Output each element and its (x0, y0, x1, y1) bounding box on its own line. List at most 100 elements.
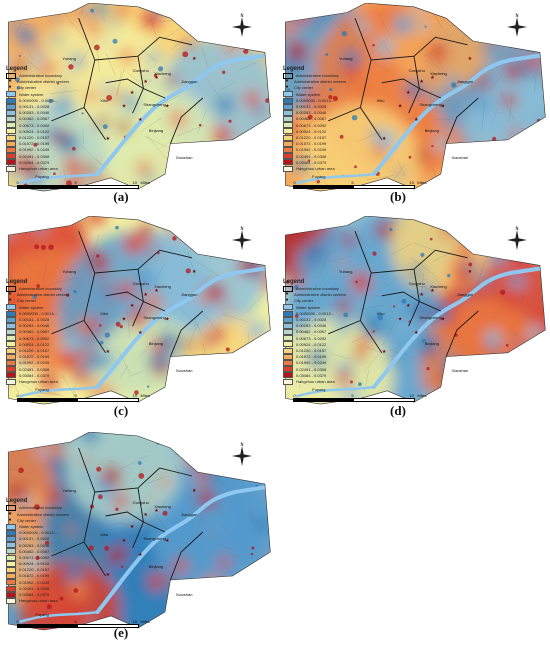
hotspot-core (429, 237, 433, 241)
legend-class-row: 0.00131 - 0.0028 (283, 316, 365, 323)
hotspot-core (372, 43, 375, 47)
place-label: Gongshu (132, 67, 149, 73)
density-hotspot (190, 374, 206, 390)
legend-class-label: 0.00673 - 0.0092 (19, 335, 50, 341)
legend-class-row: 0.01572 - 0.0199 (6, 353, 88, 360)
legend-class-swatch (283, 97, 293, 104)
panel-caption: (d) (390, 403, 406, 418)
road-segment (49, 90, 79, 94)
road-segment (20, 525, 38, 532)
hotspot-core (421, 338, 426, 343)
legend-class-swatch (283, 335, 293, 342)
scale-bar-label: Miles (140, 619, 150, 624)
hotspot-core (134, 390, 139, 395)
scale-bar-segment (16, 185, 79, 189)
district-center-star: ★ (192, 488, 197, 494)
hotspot-core (206, 394, 211, 399)
road-segment (429, 90, 432, 118)
density-hotspot (416, 150, 428, 162)
hotspot-core (236, 432, 242, 435)
hotspot-core (372, 251, 377, 256)
hotspot-core (40, 244, 47, 250)
density-hotspot (216, 96, 234, 114)
density-hotspot (69, 53, 85, 69)
density-hotspot (263, 581, 271, 588)
road-segment (436, 56, 449, 77)
road-segment (462, 13, 475, 41)
road-segment (53, 515, 78, 531)
hotspot-core (35, 555, 40, 560)
road-segment (302, 153, 312, 163)
legend-class-swatch (283, 128, 293, 135)
road-segment (332, 255, 352, 262)
qiantang-river (95, 52, 271, 176)
legend-class-row: 0.01992 - 0.0249 (283, 147, 365, 154)
road-segment (151, 19, 158, 42)
district-boundary (354, 18, 383, 141)
hotspot-core (294, 314, 299, 318)
legend-title: Legend (6, 65, 28, 72)
density-hotspot (333, 283, 346, 295)
road-segment (383, 40, 393, 61)
density-hotspot (355, 336, 372, 354)
scale-bar-label: 5 (74, 180, 77, 185)
road-segment (293, 160, 324, 190)
place-label: Gongshu (132, 500, 149, 505)
road-segment (62, 374, 75, 396)
district-center-star: ★ (106, 572, 111, 578)
density-hotspot (417, 20, 429, 32)
district-center-star: ★ (406, 303, 411, 309)
legend-class-label: 0.00924 - 0.0122 (19, 128, 50, 134)
road-segment (58, 302, 77, 322)
place-label: Jianggan (181, 512, 198, 517)
density-hotspot (425, 308, 440, 323)
density-hotspot (377, 130, 397, 150)
legend-class-label: 0.01220 - 0.0157 (19, 347, 50, 353)
density-hotspot (461, 136, 470, 145)
road-segment (239, 62, 256, 71)
legend-city-center-label: City center (17, 85, 37, 91)
place-label: Gongshu (132, 280, 149, 286)
density-hotspot (169, 224, 183, 238)
road-segment (508, 329, 525, 340)
legend-class-swatch (6, 529, 16, 536)
fuchun-river (295, 385, 374, 398)
road-segment (358, 131, 381, 142)
legend-class-row: 0.0000000 - 0.0013... (6, 529, 88, 536)
legend-class-label: 0.03084 - 0.0379 (19, 372, 50, 378)
legend-class-row: 0.01220 - 0.0157 (283, 347, 365, 354)
legend-class-row: 0.00283 - 0.0046 (283, 109, 365, 116)
legend-water-system-symbol (6, 91, 16, 98)
legend-class-label: 0.01992 - 0.0249 (19, 579, 50, 585)
density-hotspot (133, 574, 152, 593)
district-boundary (51, 320, 85, 335)
hotspot-core (214, 619, 218, 623)
density-hotspot (169, 110, 187, 128)
road-segment (272, 566, 273, 567)
road-segment (496, 279, 523, 295)
hotspot-core (329, 88, 333, 92)
hotspot-core (183, 629, 187, 630)
hotspot-core (3, 269, 6, 273)
district-boundary (51, 541, 85, 557)
density-hotspot (217, 593, 230, 606)
scale-bar-label: 10 (132, 393, 137, 398)
qiantang-river (95, 484, 271, 614)
density-hotspot (250, 145, 257, 152)
legend-class-label: 0.00131 - 0.0028 (19, 536, 50, 542)
hotspot-core (182, 51, 189, 58)
place-label: Xiacheng (154, 71, 171, 77)
hotspot-core (93, 44, 100, 51)
district-center-star: ★ (468, 269, 473, 275)
road-segment (176, 432, 183, 448)
hotspot-core (307, 159, 311, 162)
hotspot-core (65, 293, 70, 297)
hotspot-core (343, 312, 349, 318)
place-label: Xihu (100, 98, 109, 103)
density-hotspot (496, 179, 515, 192)
legend-class-row: 0.00131 - 0.0028 (6, 536, 88, 543)
density-hotspot (527, 325, 542, 340)
scale-bar-label: 0 (293, 180, 296, 185)
hotspot-core (389, 227, 393, 232)
north-arrow-icon: N (232, 442, 252, 466)
